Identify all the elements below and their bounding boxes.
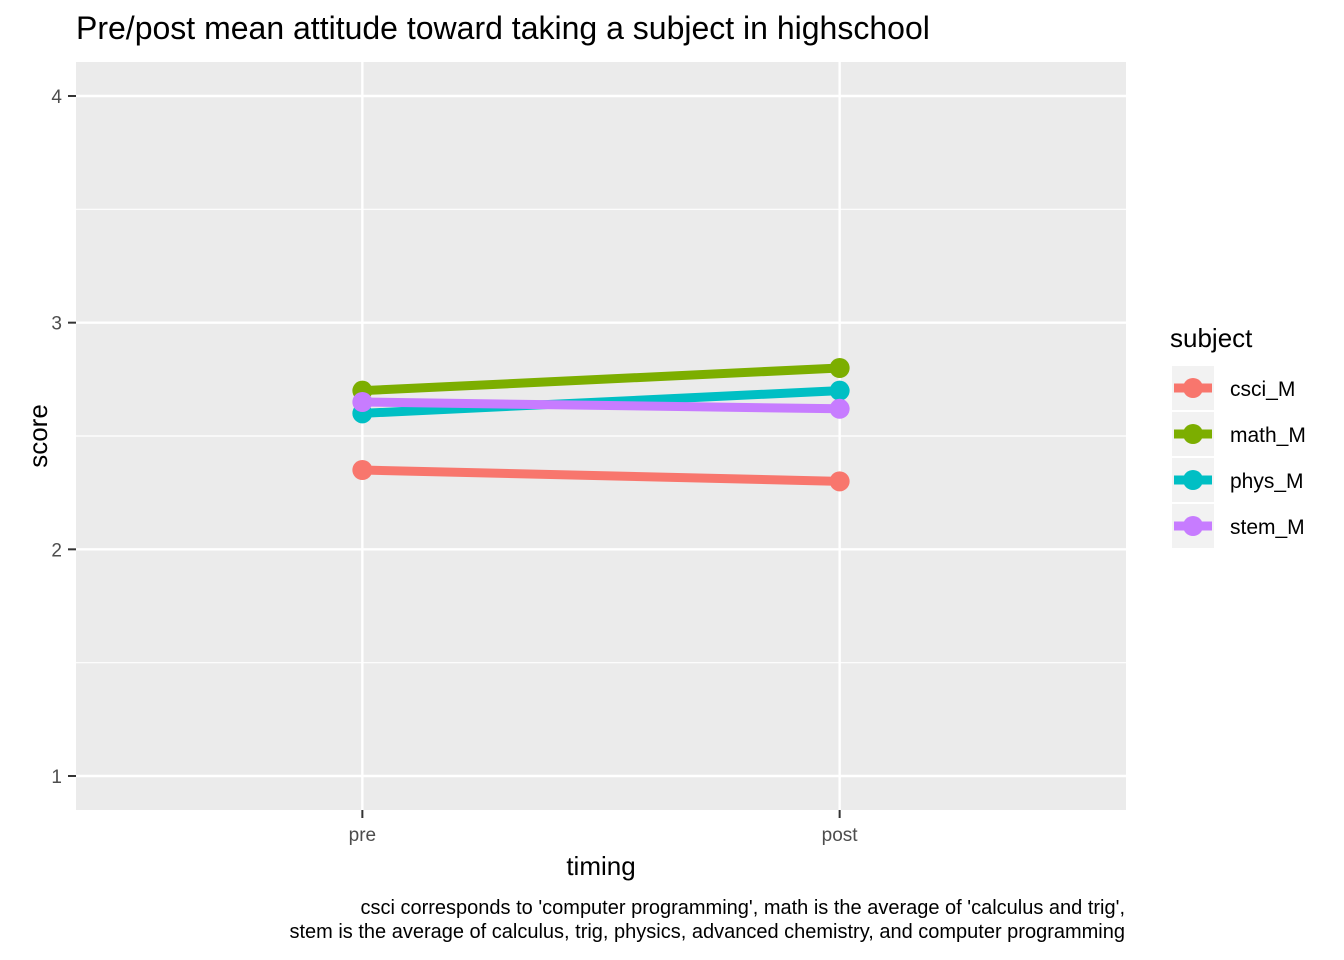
chart-caption: csci corresponds to 'computer programmin… bbox=[289, 896, 1125, 944]
legend-key-point bbox=[1183, 516, 1203, 536]
data-point-csci_M-post bbox=[829, 471, 850, 492]
legend: subject csci_M math_M phys_M stem_M bbox=[1170, 323, 1306, 548]
caption-line-2: stem is the average of calculus, trig, p… bbox=[289, 921, 1125, 943]
y-tick-label: 4 bbox=[51, 87, 62, 108]
legend-label-phys_M: phys_M bbox=[1230, 470, 1304, 493]
legend-label-csci_M: csci_M bbox=[1230, 378, 1295, 401]
data-point-stem_M-pre bbox=[352, 392, 373, 412]
legend-items: csci_M math_M phys_M stem_M bbox=[1172, 366, 1306, 548]
y-tick-label: 2 bbox=[51, 540, 62, 561]
data-point-csci_M-pre bbox=[352, 460, 373, 480]
series-line-math_M bbox=[362, 363, 840, 396]
legend-key-point bbox=[1183, 424, 1203, 444]
y-tick-label: 3 bbox=[51, 314, 62, 335]
data-point-phys_M-post bbox=[829, 380, 850, 401]
x-axis-title: timing bbox=[566, 851, 635, 881]
legend-label-math_M: math_M bbox=[1230, 424, 1306, 447]
series-lines bbox=[362, 363, 840, 486]
x-tick-label: pre bbox=[349, 825, 376, 846]
series-line-stem_M bbox=[362, 397, 840, 414]
caption-line-1: csci corresponds to 'computer programmin… bbox=[360, 897, 1125, 919]
legend-label-stem_M: stem_M bbox=[1230, 516, 1305, 539]
y-axis-title: score bbox=[23, 404, 53, 468]
minor-gridlines bbox=[76, 208, 1126, 664]
legend-key-point bbox=[1183, 470, 1203, 490]
x-axis: pre post bbox=[349, 810, 859, 846]
data-point-math_M-post bbox=[829, 358, 850, 378]
data-point-stem_M-post bbox=[829, 398, 850, 419]
chart-title: Pre/post mean attitude toward taking a s… bbox=[76, 10, 930, 46]
series-points bbox=[352, 358, 850, 492]
legend-key-point bbox=[1183, 378, 1203, 398]
y-tick-label: 1 bbox=[51, 767, 62, 788]
y-axis: 1 2 3 4 bbox=[51, 87, 76, 788]
major-gridlines bbox=[76, 62, 1126, 810]
series-line-csci_M bbox=[362, 465, 840, 486]
x-tick-label: post bbox=[822, 825, 859, 846]
legend-title: subject bbox=[1170, 323, 1253, 353]
